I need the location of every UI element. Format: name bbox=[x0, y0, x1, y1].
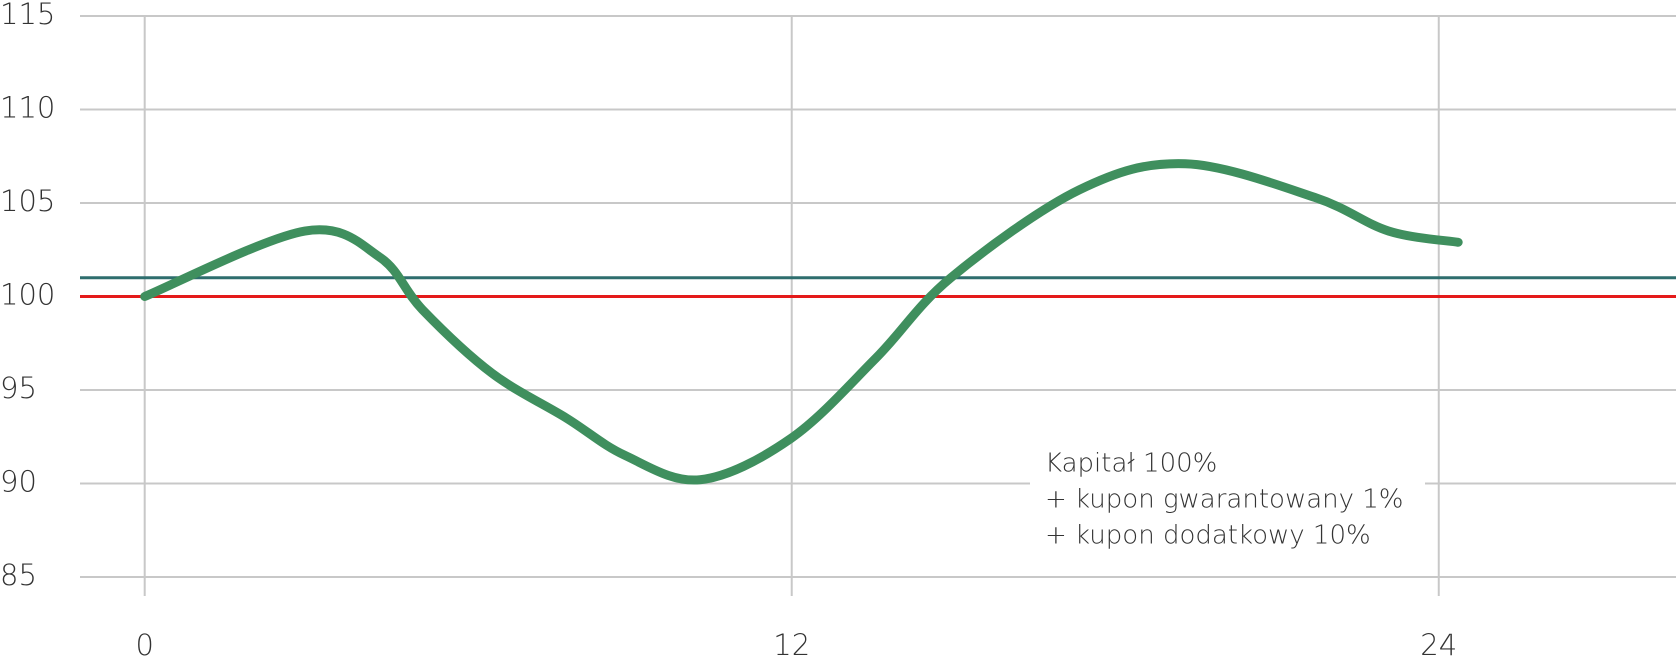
y-tick-label: 85 bbox=[0, 558, 37, 592]
annotation-text: Kapitał 100% bbox=[1045, 449, 1217, 479]
x-tick-label: 12 bbox=[773, 628, 810, 659]
annotation-text: + kupon dodatkowy 10% bbox=[1045, 521, 1371, 551]
annotation-text: + kupon gwarantowany 1% bbox=[1045, 485, 1404, 515]
y-tick-label: 90 bbox=[0, 465, 37, 499]
annotation: Kapitał 100% + kupon gwarantowany 1% + kup… bbox=[1030, 440, 1425, 560]
plot bbox=[80, 159, 1676, 485]
x-tick-label: 0 bbox=[135, 628, 153, 659]
y-tick-label: 95 bbox=[0, 371, 37, 405]
x-tick-label: 24 bbox=[1420, 628, 1457, 659]
line-series bbox=[140, 159, 1463, 485]
y-tick-label: 115 bbox=[0, 0, 55, 31]
annotation-background bbox=[1030, 440, 1425, 560]
y-tick-label: 110 bbox=[0, 91, 55, 125]
y-tick-label: 100 bbox=[0, 278, 55, 312]
y-tick-label: 105 bbox=[0, 184, 55, 218]
